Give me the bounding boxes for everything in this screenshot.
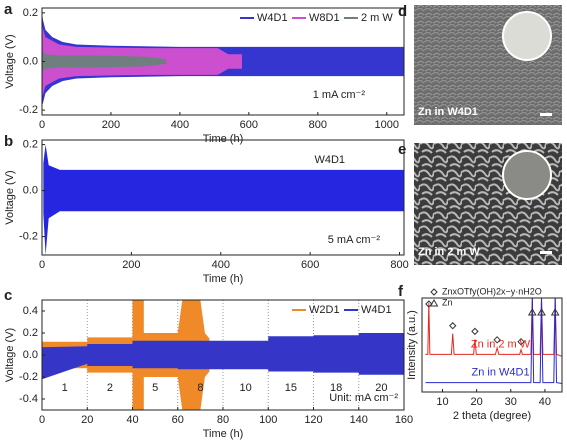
chart-panel: b 0 200 400 600 800 -0.2 0.0 0.2 Time (h) Voltage … <box>4 133 409 285</box>
plot-area <box>42 12 404 106</box>
voltage-band <box>42 333 404 380</box>
phase-marker <box>537 308 546 316</box>
y-axis-label: Voltage (V) <box>4 34 16 88</box>
image-caption: Zn in 2 m W <box>418 246 480 258</box>
image-caption: Zn in W4D1 <box>418 106 478 118</box>
sem-image-e: Zn in 2 m W e <box>398 141 562 265</box>
current-density-label: 20 <box>375 382 387 394</box>
legend-symbol <box>429 299 439 307</box>
x-tick-label: 0 <box>39 414 45 426</box>
x-tick-label: 600 <box>301 259 319 271</box>
panel-letter: c <box>4 287 12 304</box>
x-tick-label: 200 <box>122 259 140 271</box>
annotation: Unit: mA cm⁻² <box>329 392 398 404</box>
x-axis-label: 2 theta (degree) <box>453 410 531 422</box>
y-tick-label: -0.2 <box>19 231 38 243</box>
x-tick-label: 160 <box>395 414 413 426</box>
x-tick-label: 800 <box>390 259 408 271</box>
voltage-band <box>42 51 167 72</box>
current-density-label: 5 <box>152 382 158 394</box>
x-tick-label: 0 <box>39 259 45 271</box>
current-density-label: 1 <box>62 382 68 394</box>
legend-label: Zn <box>442 297 453 307</box>
x-tick-label: 1000 <box>375 119 399 131</box>
y-tick-label: 0.0 <box>23 55 38 67</box>
legend-label: W2D1 <box>309 304 340 316</box>
legend-label: ZnxOTfy(OH)2x−y·nH2O <box>442 286 542 296</box>
x-axis-label: Time (h) <box>203 428 244 440</box>
legend-label: W4D1 <box>257 12 288 24</box>
phase-marker <box>425 300 433 308</box>
x-tick-label: 400 <box>171 119 189 131</box>
xrd-line <box>425 298 562 385</box>
x-tick-label: 20 <box>81 414 93 426</box>
panel-letter: a <box>4 1 13 18</box>
x-axis-label: Time (h) <box>203 133 244 145</box>
panel-letter: b <box>4 133 13 150</box>
x-tick-label: 120 <box>304 414 322 426</box>
y-tick-label: 0.0 <box>23 349 38 361</box>
y-tick-label: 0.2 <box>23 327 38 339</box>
x-tick-label: 10 <box>436 396 448 408</box>
x-tick-label: 80 <box>217 414 229 426</box>
annotation: 1 mA cm⁻² <box>313 89 366 101</box>
current-density-label: 15 <box>285 382 297 394</box>
chart-panel: a 0 200 400 600 800 1000 -0.2 0.0 0.2 Time (h) Volt… <box>4 1 405 145</box>
x-tick-label: 100 <box>259 414 277 426</box>
x-tick-label: 40 <box>539 396 551 408</box>
legend-label: W8D1 <box>309 12 340 24</box>
x-tick-label: 400 <box>212 259 230 271</box>
voltage-band <box>43 144 404 255</box>
current-density-label: 10 <box>240 382 252 394</box>
phase-marker <box>471 327 479 336</box>
x-tick-label: 800 <box>309 119 327 131</box>
phase-marker <box>449 322 457 330</box>
y-tick-label: -0.4 <box>19 393 38 405</box>
y-axis-label: Voltage (V) <box>4 170 16 224</box>
plot-area <box>425 298 562 385</box>
x-tick-label: 600 <box>240 119 258 131</box>
panel-letter: e <box>398 141 406 158</box>
current-density-label: 8 <box>197 382 203 394</box>
y-tick-label: 0.4 <box>23 305 38 317</box>
plot-area <box>42 300 404 410</box>
panel-letter: f <box>398 283 404 300</box>
phase-marker <box>493 336 501 344</box>
legend-label: 2 m W <box>361 12 393 24</box>
axes-frame <box>421 297 563 393</box>
y-tick-label: -0.2 <box>19 104 38 116</box>
y-tick-label: 0.0 <box>23 185 38 197</box>
x-tick-label: 200 <box>102 119 120 131</box>
x-tick-label: 20 <box>471 396 483 408</box>
legend-label: W4D1 <box>361 304 392 316</box>
axes-frame <box>41 139 405 256</box>
curve-label: Zn in 2 m W <box>471 338 531 350</box>
x-tick-label: 140 <box>350 414 368 426</box>
x-tick-label: 30 <box>505 396 517 408</box>
panel-letter: d <box>398 3 407 20</box>
y-tick-label: -0.2 <box>19 371 38 383</box>
current-density-label: 2 <box>107 382 113 394</box>
annotation: 5 mA cm⁻² <box>328 234 381 246</box>
x-axis-label: Time (h) <box>203 273 244 285</box>
chart-panel: c0 20 40 60 80 100 120 140 160-0.4-0.20.00.20.4T… <box>4 287 413 440</box>
legend-symbol <box>430 288 438 296</box>
chart-panel: f 10 20 30 40 2 theta (degree) Intensity (a.u.… <box>398 283 563 422</box>
y-axis-label: Intensity (a.u.) <box>406 310 418 380</box>
plot-area <box>43 144 404 255</box>
y-tick-label: 0.2 <box>23 7 38 19</box>
phase-marker <box>517 337 525 346</box>
y-axis-label: Voltage (V) <box>4 328 16 382</box>
x-tick-label: 60 <box>172 414 184 426</box>
x-tick-label: 40 <box>126 414 138 426</box>
current-density-label: 18 <box>330 382 342 394</box>
phase-marker <box>527 308 537 316</box>
curve-label: Zn in W4D1 <box>471 367 529 379</box>
y-tick-label: 0.2 <box>23 139 38 151</box>
phase-marker <box>550 308 560 316</box>
annotation: W4D1 <box>314 154 345 166</box>
sem-image-d: Zn in W4D1 d <box>398 3 562 125</box>
x-tick-label: 0 <box>39 119 45 131</box>
